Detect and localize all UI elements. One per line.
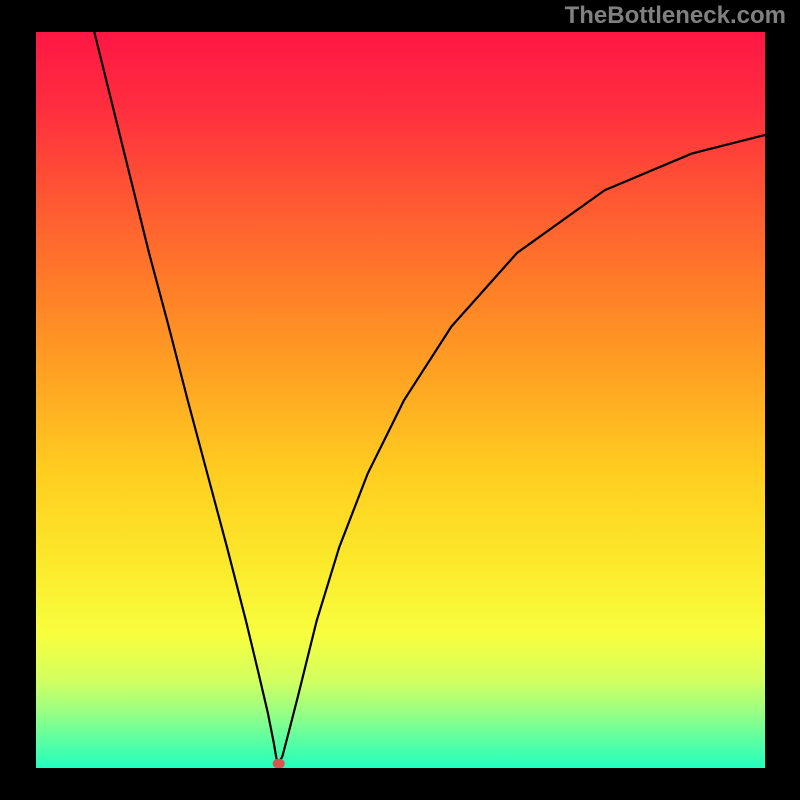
- watermark-text: TheBottleneck.com: [565, 2, 786, 30]
- chart-container: TheBottleneck.com: [0, 0, 800, 800]
- gradient-background: [36, 32, 765, 768]
- bottleneck-chart: [36, 32, 765, 768]
